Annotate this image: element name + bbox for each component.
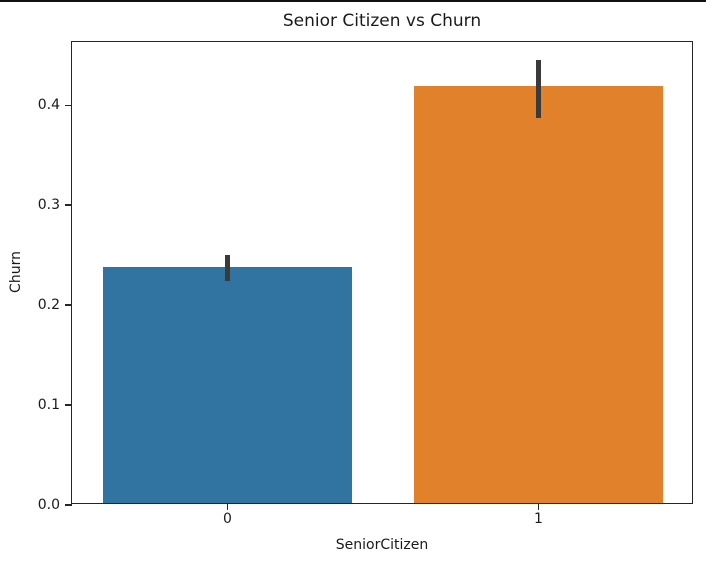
x-axis-label: SeniorCitizen — [335, 537, 429, 553]
x-tick-mark-1 — [537, 503, 540, 510]
y-tick-label-0.4: 0.4 — [37, 97, 60, 114]
y-tick-label-0.2: 0.2 — [37, 297, 60, 314]
x-tick-label-0: 0 — [223, 511, 232, 527]
error-bar-seniorcitizen-1 — [536, 60, 541, 119]
y-tick-label-0.0: 0.0 — [37, 497, 60, 513]
x-tick-label-1: 1 — [534, 511, 543, 527]
plot-area: 0 1 0.0 0.1 0.2 0.3 0.4 — [38, 41, 693, 527]
y-axis-label: Churn — [8, 251, 24, 293]
y-tick-mark-0.1 — [65, 404, 72, 406]
y-tick-label-0.3: 0.3 — [37, 197, 60, 214]
y-tick-mark-0.2 — [65, 304, 72, 307]
y-tick-mark-0.4 — [65, 104, 72, 107]
x-tick-mark-0 — [226, 503, 229, 510]
y-tick-label-0.1: 0.1 — [37, 397, 60, 414]
y-tick-mark-0.0 — [65, 504, 72, 506]
bar-seniorcitizen-0 — [103, 267, 352, 503]
chart-title: Senior Citizen vs Churn — [282, 11, 482, 31]
bar-seniorcitizen-1 — [414, 86, 663, 503]
error-bar-seniorcitizen-0 — [225, 255, 230, 282]
y-tick-mark-0.3 — [65, 204, 72, 207]
